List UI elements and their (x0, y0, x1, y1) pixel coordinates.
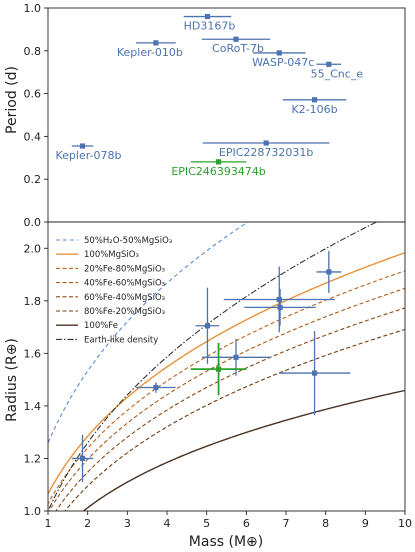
legend: 50%H₂O-50%MgSiO₃ 100%MgSiO₃ 20%Fe-80%MgSiO… (56, 236, 172, 345)
top-point: HD3167b (184, 13, 236, 33)
top-y-axis-label: Period (d) (4, 66, 20, 134)
composition-curve (82, 389, 405, 511)
top-point-marker (233, 36, 239, 42)
bottom-point (223, 266, 335, 333)
composition-curve (48, 251, 405, 496)
bottom-y-axis-label: Radius (R⊕) (4, 338, 20, 422)
legend-label: 20%Fe-80%MgSiO₃ (84, 264, 165, 274)
bottom-y-ticks: 1.0 1.2 1.4 1.6 1.8 2.0 (24, 242, 48, 518)
x-tick-label: 9 (362, 517, 369, 530)
bottom-point-marker (311, 370, 318, 376)
bottom-y-tick-label: 2.0 (24, 242, 42, 255)
top-point-marker (311, 97, 318, 103)
bottom-point-marker (215, 366, 222, 372)
top-y-tick-label: 1.0 (24, 2, 42, 15)
bottom-y-tick-label: 1.8 (24, 295, 42, 308)
top-point-label: EPIC228732031b (219, 146, 313, 159)
composition-curve (55, 307, 405, 511)
x-tick-label: 5 (203, 517, 210, 530)
top-point: EPIC228732031b (202, 140, 330, 159)
bottom-point-marker (204, 323, 211, 329)
legend-label: 60%Fe-40%MgSiO₃ (84, 293, 165, 303)
top-y-ticks: 0.0 0.2 0.4 0.6 0.8 1.0 (24, 2, 48, 229)
top-point: Kepler-078b (56, 143, 122, 162)
top-point-marker (215, 159, 222, 165)
top-point-label: K2-106b (291, 103, 337, 116)
bottom-point (278, 331, 351, 416)
legend-label: 50%H₂O-50%MgSiO₃ (84, 236, 172, 246)
bottom-point (136, 382, 176, 393)
top-point-marker (204, 13, 211, 20)
top-point: WASP-047c (252, 50, 314, 69)
bottom-point (195, 287, 220, 364)
bottom-point (244, 288, 316, 326)
composition-curve (48, 270, 405, 505)
top-point-label: EPIC246393474b (171, 165, 265, 178)
top-point-marker (276, 50, 282, 56)
x-tick-label: 2 (84, 517, 91, 530)
x-tick-label: 4 (164, 517, 171, 530)
legend-label: 40%Fe-60%MgSiO₃ (84, 279, 165, 289)
top-point-label: WASP-047c (252, 56, 314, 69)
top-y-tick-label: 0.2 (24, 173, 42, 186)
period-mass-panel: 0.0 0.2 0.4 0.6 0.8 1.0 HD3167b CoRoT-7b Kepler… (4, 2, 406, 229)
bottom-plot-frame (47, 221, 406, 512)
top-point-label: HD3167b (184, 20, 236, 33)
bottom-point-marker (233, 354, 239, 360)
bottom-point-marker (277, 304, 283, 310)
top-point-label: 55_Cnc_e (311, 67, 364, 80)
top-y-tick-label: 0.0 (24, 216, 42, 229)
legend-label: 80%Fe-20%MgSiO₃ (84, 307, 165, 317)
x-tick-label: 8 (322, 517, 329, 530)
top-y-tick-label: 0.8 (24, 45, 42, 58)
x-tick-label: 6 (243, 517, 250, 530)
top-point-marker (326, 61, 332, 67)
bottom-points (71, 250, 351, 483)
bottom-y-tick-label: 1.6 (24, 347, 42, 360)
bottom-point (316, 250, 342, 293)
bottom-point (71, 434, 94, 483)
bottom-y-tick-label: 1.0 (24, 505, 42, 518)
x-tick-label: 7 (283, 517, 290, 530)
top-point-marker (153, 40, 159, 46)
top-point: 55_Cnc_e (311, 61, 364, 80)
top-point-marker (79, 143, 86, 149)
top-point-label: CoRoT-7b (212, 42, 264, 55)
top-point-label: Kepler-078b (56, 149, 122, 162)
bottom-y-tick-label: 1.2 (24, 452, 42, 465)
composition-curves (48, 222, 405, 511)
composition-curve (48, 222, 249, 445)
x-tick-label: 1 (45, 517, 52, 530)
top-points: HD3167b CoRoT-7b Kepler-010b WASP-047c55_Cn… (56, 13, 364, 178)
bottom-x-ticks: 1 2 3 4 5 6 7 8 9 10 (45, 511, 412, 530)
top-point-marker (263, 140, 269, 146)
bottom-x-axis-label: Mass (M⊕) (189, 534, 263, 550)
legend-label: 100%Fe (84, 321, 118, 331)
top-point: Kepler-010b (117, 40, 183, 59)
top-y-tick-label: 0.6 (24, 88, 42, 101)
legend-label: 100%MgSiO₃ (84, 250, 139, 260)
composition-curve (48, 287, 405, 511)
bottom-point-marker (326, 269, 332, 275)
top-point-label: Kepler-010b (117, 46, 183, 59)
bottom-point-marker (276, 296, 282, 303)
top-point: K2-106b (282, 97, 347, 116)
top-point: CoRoT-7b (201, 36, 271, 55)
bottom-y-tick-label: 1.4 (24, 400, 42, 413)
composition-curve (48, 222, 378, 511)
bottom-point (190, 342, 247, 396)
bottom-point-marker (79, 455, 86, 462)
top-plot-frame (47, 7, 406, 223)
legend-label: Earth-like density (84, 335, 158, 345)
x-tick-label: 3 (124, 517, 131, 530)
radius-mass-panel: 1.0 1.2 1.4 1.6 1.8 2.0 1 2 3 4 5 6 7 8 9 10 50%H₂O-50… (4, 221, 412, 550)
bottom-point-marker (153, 384, 159, 391)
x-tick-label: 10 (398, 517, 412, 530)
top-y-tick-label: 0.4 (24, 130, 42, 143)
top-point: EPIC246393474b (171, 159, 266, 178)
